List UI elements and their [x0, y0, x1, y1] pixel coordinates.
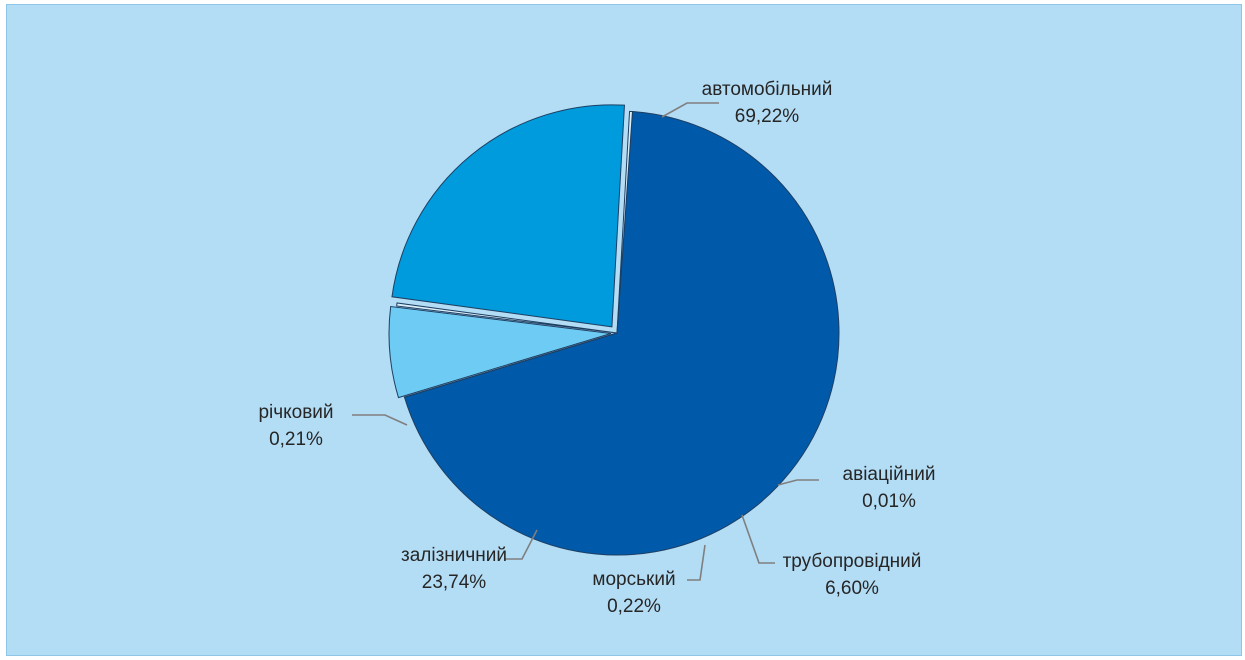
pie-slice-0 — [403, 111, 840, 556]
pie-slice-3 — [396, 302, 618, 334]
slice-value-label-1: 0,01% — [862, 491, 916, 512]
leader-line-0 — [661, 102, 719, 118]
slice-value-label-0: 69,22% — [735, 106, 800, 127]
leader-line-2 — [741, 514, 775, 564]
pie-chart: автомобільний 69,22% авіаційний 0,01% трубоп… — [258, 79, 935, 617]
data-labels: автомобільний 69,22% авіаційний 0,01% трубоп… — [258, 79, 935, 617]
leader-lines — [352, 102, 819, 581]
slice-category-label-4: залізничний — [401, 545, 507, 566]
pie-slices — [388, 104, 840, 556]
slice-category-label-3: морський — [592, 569, 675, 590]
slice-category-label-5: річковий — [258, 402, 333, 423]
chart-area: автомобільний 69,22% авіаційний 0,01% трубоп… — [6, 4, 1242, 656]
leader-line-5 — [352, 414, 408, 426]
slice-value-label-3: 0,22% — [607, 596, 661, 617]
leader-line-1 — [777, 479, 819, 486]
leader-line-3 — [687, 544, 706, 581]
pie-slice-5 — [616, 110, 634, 334]
slice-value-label-5: 0,21% — [269, 429, 323, 450]
slice-category-label-0: автомобільний — [702, 79, 833, 100]
slice-category-label-2: трубопровідний — [783, 551, 922, 572]
pie-slice-4 — [391, 104, 626, 328]
pie-slice-1 — [403, 332, 618, 398]
slice-category-label-1: авіаційний — [843, 464, 936, 485]
leader-line-4 — [505, 529, 538, 560]
slice-value-label-2: 6,60% — [825, 578, 879, 599]
slice-value-label-4: 23,74% — [422, 572, 487, 593]
pie-slice-2 — [388, 305, 612, 399]
